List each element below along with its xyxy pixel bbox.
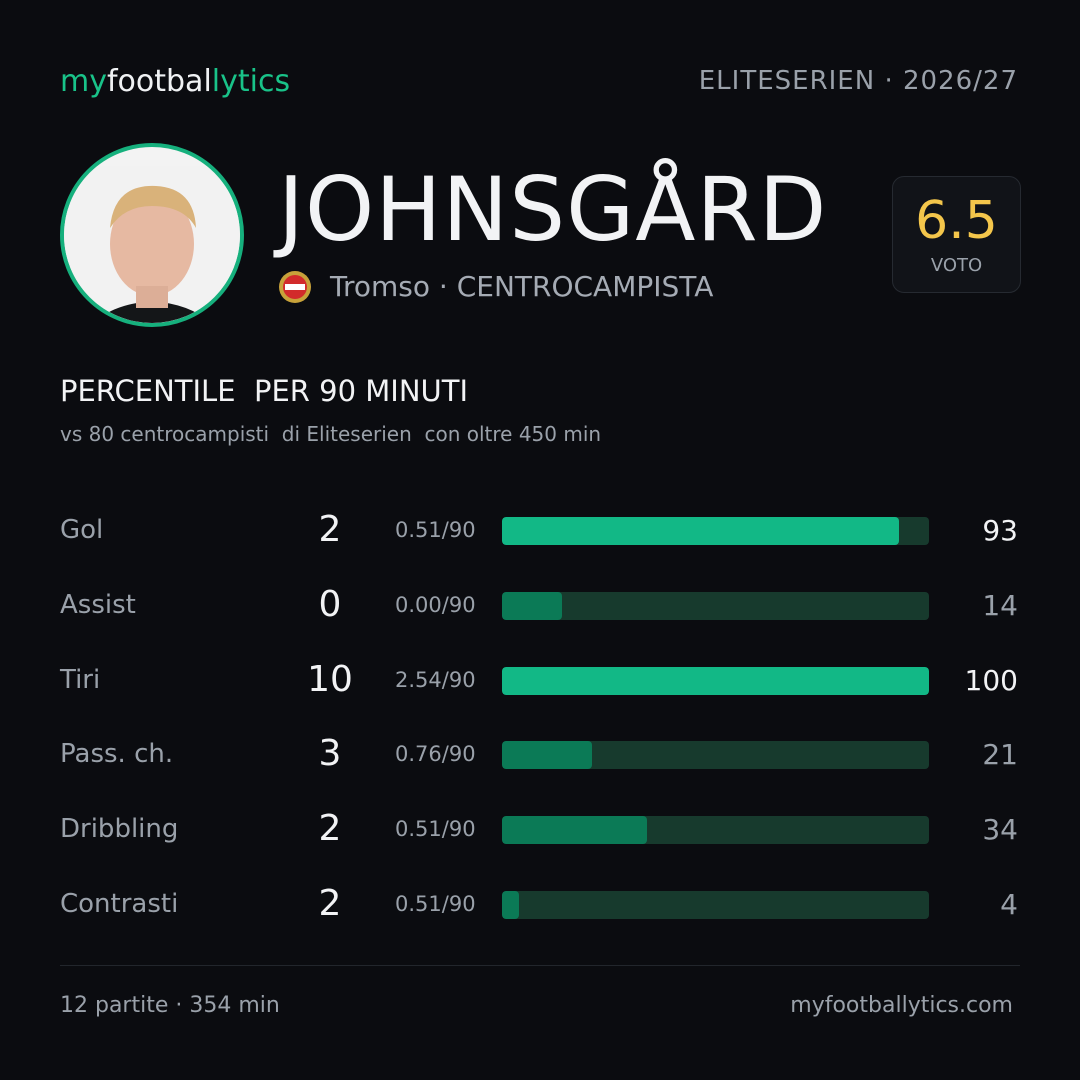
team: Tromso — [330, 270, 431, 303]
role: · CENTROCAMPISTA — [438, 270, 714, 303]
stat-per90: 0.51/90 — [395, 817, 476, 842]
percentile-label: 21 — [982, 738, 1018, 772]
rating-box: 6.5 VOTO — [892, 176, 1021, 293]
photo-art — [64, 166, 240, 323]
percentile-label: 4 — [1000, 888, 1018, 921]
stat-total: 10 — [307, 658, 353, 700]
bar-track — [502, 816, 929, 845]
stat-label: Assist — [60, 589, 136, 620]
stat-per90: 2.54/90 — [395, 667, 476, 692]
stat-total: 2 — [318, 509, 342, 550]
percentile-label: 34 — [982, 813, 1018, 847]
rating: 6.5 — [915, 191, 998, 251]
bar-track — [502, 666, 929, 695]
bar-track — [502, 891, 929, 919]
stat-total: 2 — [318, 883, 342, 924]
league: ELITESERIEN · 2026/27 — [698, 66, 1018, 96]
percentile-label: 93 — [982, 514, 1018, 547]
brand-part: lytics — [211, 64, 291, 99]
player-photo — [60, 143, 244, 327]
percentile-label: 14 — [982, 588, 1018, 622]
percentile-bar — [502, 816, 648, 845]
team-line: Tromso · CENTROCAMPISTA — [330, 270, 713, 303]
bar-track — [502, 517, 929, 545]
percentile-label: 100 — [964, 663, 1018, 697]
percentile-bar — [502, 591, 562, 620]
stat-total: 0 — [318, 583, 342, 625]
percentile-bar — [502, 517, 900, 545]
section-subtitle: vs 80 centrocampisti di Eliteserien con … — [60, 422, 602, 446]
stat-per90: 0.51/90 — [395, 892, 476, 916]
stat-per90: 0.76/90 — [395, 742, 476, 767]
percentile-bar — [502, 666, 929, 695]
section-title: PERCENTILE PER 90 MINUTI — [60, 374, 469, 408]
stat-per90: 0.51/90 — [395, 518, 476, 542]
brand-part: my — [60, 64, 107, 99]
brand-part: footbal — [106, 64, 212, 99]
player-name: JOHNSGÅRD — [278, 158, 828, 261]
rating-label: VOTO — [930, 255, 983, 276]
percentile-bar — [502, 741, 592, 770]
percentile-bar — [502, 891, 520, 919]
stat-label: Gol — [60, 515, 104, 545]
bar-track — [502, 741, 929, 770]
club-badge — [279, 271, 311, 303]
brand: myfootballytics — [60, 64, 290, 99]
stat-label: Dribbling — [60, 814, 179, 845]
stat-label: Contrasti — [60, 889, 179, 919]
divider — [60, 965, 1020, 966]
stat-total: 2 — [318, 808, 342, 850]
stat-label: Pass. ch. — [60, 739, 174, 770]
stat-label: Tiri — [60, 664, 101, 695]
footer-left: 12 partite · 354 min — [60, 993, 280, 1018]
footer-right: myfootballytics.com — [790, 993, 1013, 1018]
stat-total: 3 — [318, 733, 342, 775]
bar-track — [502, 591, 929, 620]
stat-per90: 0.00/90 — [395, 592, 476, 617]
